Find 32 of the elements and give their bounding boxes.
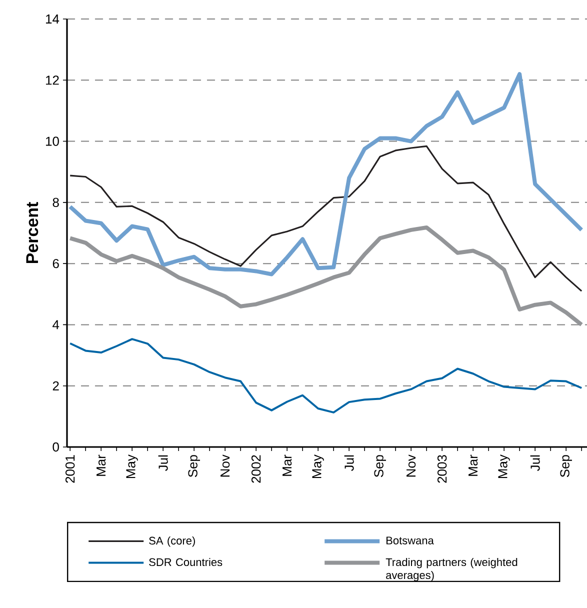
x-tick-label: Sep: [188, 455, 200, 478]
x-tick-label: May: [126, 454, 138, 478]
x-tick-label: Mar: [96, 454, 106, 476]
line-series: [68, 225, 584, 327]
y-tick-label: 4: [52, 320, 60, 330]
x-tick-label: Nov: [220, 454, 230, 477]
y-tick-label: 6: [52, 258, 59, 268]
x-tick-label: 2003: [437, 455, 447, 483]
y-tick-label: 10: [46, 136, 59, 146]
line-series: [69, 145, 582, 292]
x-tick-label: May: [312, 454, 324, 478]
y-axis-title: Percent: [26, 202, 38, 264]
y-tick-label: 12: [46, 76, 59, 85]
x-tick-label: Sep: [374, 455, 386, 478]
x-tick-label: Mar: [282, 454, 292, 476]
y-tick-label: 2: [52, 381, 59, 390]
legend-label: Botswana: [386, 536, 434, 544]
y-tick-label: 0: [52, 442, 59, 452]
y-tick-label: 14: [46, 14, 60, 24]
x-tick-label: Nov: [406, 454, 416, 477]
x-tick-label: May: [498, 454, 510, 478]
legend-label: SA (core): [149, 536, 195, 547]
x-tick-label: 2002: [251, 455, 261, 483]
legend-label: SDR Countries: [149, 558, 222, 566]
y-tick-label: 8: [52, 198, 59, 208]
x-tick-label: Sep: [560, 455, 572, 478]
x-tick-label: Jul: [344, 455, 354, 471]
legend-label: Trading partners (weighted averages): [386, 558, 518, 582]
x-tick-label: Mar: [468, 454, 478, 476]
x-tick-label: Jul: [530, 455, 540, 471]
x-tick-label: Jul: [158, 455, 168, 471]
x-tick-label: 2001: [65, 455, 75, 483]
